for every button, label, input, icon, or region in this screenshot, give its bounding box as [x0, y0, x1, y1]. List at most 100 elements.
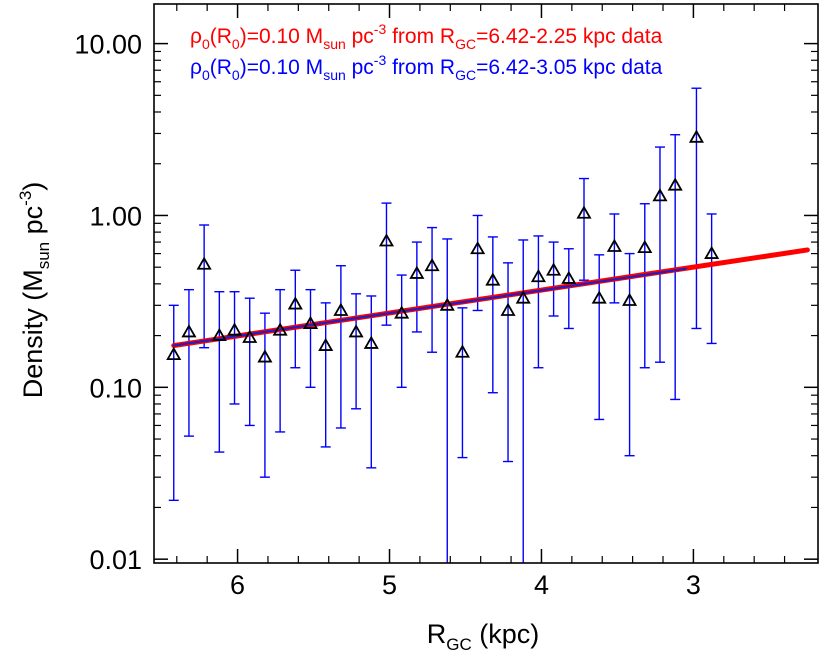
error-bar: [351, 293, 362, 410]
data-point-marker: [688, 129, 704, 143]
data-point-marker: [530, 268, 546, 283]
legend-entry: ρ0(R0)=0.10 Msun pc-3 from RGC=6.42-2.25…: [190, 21, 663, 52]
data-point-marker: [272, 322, 288, 336]
data-point-marker: [348, 324, 364, 338]
error-bar: [366, 295, 377, 469]
error-bar: [442, 238, 453, 563]
legend: ρ0(R0)=0.10 Msun pc-3 from RGC=6.42-2.25…: [190, 21, 663, 83]
data-point-marker: [181, 324, 197, 338]
error-bar: [472, 214, 483, 312]
data-point-marker: [500, 302, 516, 316]
legend-text-part: =6.42-3.05 kpc data: [476, 56, 663, 79]
data-point-marker: [546, 262, 562, 276]
legend-text-part: (R: [210, 56, 232, 79]
data-point-marker: [211, 327, 227, 341]
error-bar: [691, 87, 702, 330]
error-bar: [457, 307, 468, 459]
error-bar: [518, 239, 529, 563]
data-point-marker: [439, 297, 455, 311]
data-point-marker: [394, 305, 410, 319]
error-bar: [487, 236, 498, 394]
legend-text-part: 0: [232, 36, 240, 52]
data-point-marker: [652, 188, 668, 202]
error-bar: [320, 302, 331, 448]
data-point-marker: [424, 257, 440, 272]
error-bar: [624, 252, 635, 457]
data-point-marker: [166, 346, 182, 361]
error-bar: [199, 224, 210, 349]
legend-text-part: 0: [202, 67, 210, 83]
legend-text-part: 0: [202, 36, 210, 52]
legend-text-part: pc: [346, 25, 374, 48]
plot-area: [166, 87, 810, 563]
error-bar: [244, 297, 255, 427]
x-tick-label: 5: [382, 570, 397, 600]
data-point-marker: [515, 290, 531, 304]
data-point-marker: [576, 205, 592, 219]
x-tick-label: 4: [534, 570, 549, 600]
legend-text-part: ρ: [190, 56, 202, 79]
data-point-marker: [409, 265, 425, 279]
data-point-marker: [470, 240, 486, 255]
legend-text-part: -3: [374, 52, 387, 68]
legend-text-part: GC: [455, 67, 476, 83]
data-point-marker: [242, 329, 258, 343]
data-point-marker: [637, 239, 653, 254]
data-point-marker: [561, 270, 577, 284]
data-point-marker: [667, 177, 683, 191]
error-bar: [579, 177, 590, 281]
data-point-marker: [704, 245, 720, 259]
data-point-marker: [257, 349, 273, 363]
data-point-marker: [363, 335, 379, 349]
y-tick-label: 10.00: [74, 30, 142, 60]
error-bar: [259, 312, 270, 478]
error-bar: [548, 241, 559, 317]
data-point-marker: [606, 238, 622, 252]
plot-frame: [153, 3, 819, 564]
y-tick-label: 0.01: [89, 545, 142, 575]
data-point-marker: [378, 233, 395, 247]
legend-entry: ρ0(R0)=0.10 Msun pc-3 from RGC=6.42-3.05…: [190, 52, 663, 83]
error-bar: [654, 146, 665, 363]
legend-text-part: sun: [323, 67, 346, 83]
error-bar: [290, 269, 301, 369]
legend-text-part: GC: [455, 36, 476, 52]
error-bar: [609, 213, 620, 304]
legend-text-part: (R: [210, 25, 232, 48]
legend-text-part: =6.42-2.25 kpc data: [476, 25, 663, 48]
error-bar: [305, 288, 316, 389]
error-bar: [639, 203, 650, 369]
error-bar: [396, 274, 407, 389]
data-point-marker: [622, 292, 638, 306]
y-tick-label: 0.10: [89, 373, 142, 403]
legend-text-part: )=0.10 M: [240, 56, 323, 79]
x-tick-label: 3: [686, 570, 701, 600]
x-tick-label: 6: [230, 570, 245, 600]
legend-text-part: sun: [323, 36, 346, 52]
data-point-marker: [318, 337, 334, 351]
legend-text-part: )=0.10 M: [240, 25, 323, 48]
x-axis-label: RGC (kpc): [427, 619, 540, 654]
error-bar: [411, 241, 422, 333]
error-bar: [168, 304, 179, 502]
error-bar: [214, 291, 225, 453]
legend-text-part: from R: [386, 56, 455, 79]
error-bar: [183, 288, 194, 437]
error-bar: [229, 291, 240, 405]
y-tick-label: 1.00: [89, 201, 142, 231]
data-point-marker: [302, 315, 319, 329]
error-bar: [427, 226, 438, 353]
error-bar: [381, 202, 392, 326]
error-bar: [533, 235, 544, 369]
data-point-marker: [226, 322, 243, 336]
legend-text-part: ρ: [190, 25, 202, 48]
error-bar: [275, 288, 286, 433]
data-point-marker: [485, 272, 501, 286]
data-point-marker: [454, 344, 470, 358]
error-bar: [706, 213, 717, 345]
data-point-marker: [333, 302, 349, 316]
legend-text-part: 0: [232, 67, 240, 83]
fit-line-blue: [172, 267, 687, 347]
error-bar: [335, 265, 346, 429]
